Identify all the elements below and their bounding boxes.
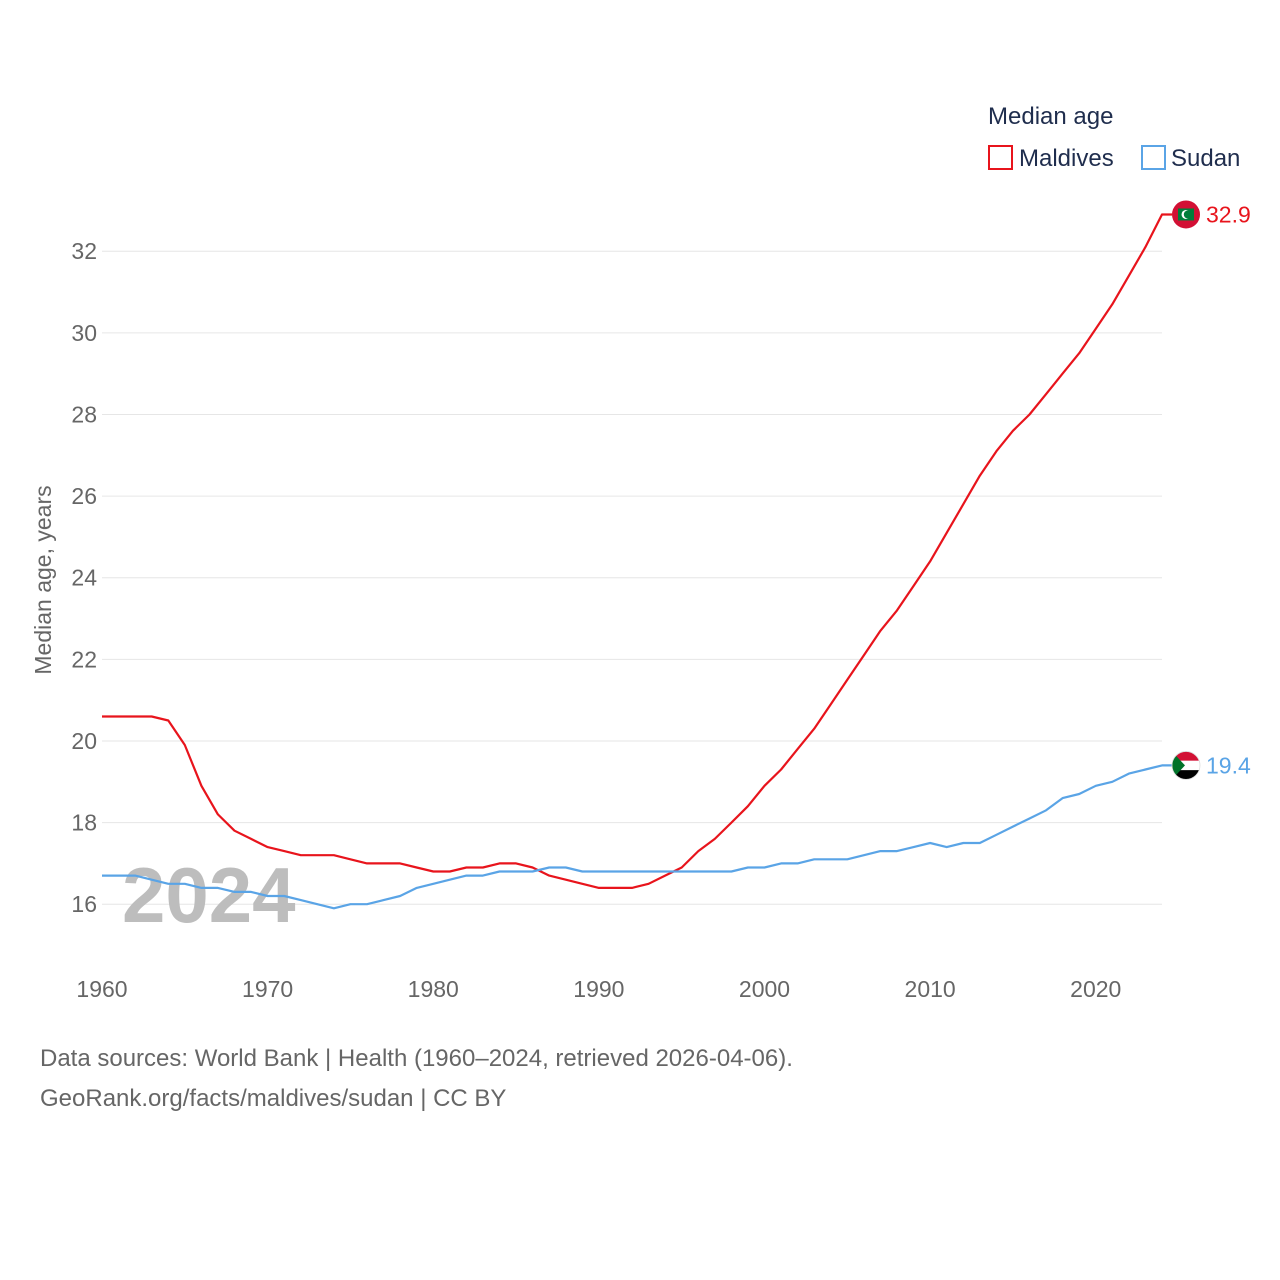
y-tick-label-28: 28 [71,401,97,427]
source-link[interactable]: GeoRank.org/facts/maldives/sudan | CC BY [40,1085,507,1112]
sudan-flag-body [1172,751,1200,780]
y-axis-ticks: 16 18 20 22 24 26 28 30 32 [71,238,97,917]
y-axis-title: Median age, years [30,485,56,674]
gridlines [102,250,1162,905]
y-tick-label-22: 22 [71,646,97,672]
sudan-flag-triangle [1172,751,1185,780]
x-tick-label-1960: 1960 [76,976,127,1002]
x-axis-ticks: 1960 1970 1980 1990 2000 2010 2020 [76,976,1121,1002]
data-source-note: Data sources: World Bank | Health (1960–… [40,1045,793,1072]
legend-label-maldives: Maldives [1019,145,1114,172]
legend-swatch-maldives [988,145,1013,170]
y-tick-label-24: 24 [71,565,97,591]
sudan-flag-outline [1171,751,1201,780]
y-tick-label-32: 32 [71,238,97,264]
x-tick-label-1980: 1980 [408,976,459,1002]
series-line-sudan [102,764,1172,910]
x-tick-label-2020: 2020 [1070,976,1121,1002]
series-line-maldives [102,213,1172,889]
sudan-flag-red [1172,751,1200,761]
legend-item-maldives[interactable]: Maldives [988,145,1114,172]
y-tick-label-20: 20 [71,728,97,754]
legend-label-sudan: Sudan [1171,145,1240,172]
y-tick-label-18: 18 [71,810,97,836]
x-tick-label-1990: 1990 [573,976,624,1002]
y-tick-label-26: 26 [71,483,97,509]
legend-title: Median age [988,103,1113,130]
line-chart: 16 18 20 22 24 26 28 30 32 1960 1970 1980 1990 2000 2… [30,103,1251,1002]
legend-swatch-sudan [1141,145,1166,170]
x-tick-label-2010: 2010 [905,976,956,1002]
x-tick-label-1970: 1970 [242,976,293,1002]
maldives-flag-crescent-cut [1183,210,1192,219]
y-tick-label-30: 30 [71,320,97,346]
legend: Median age Maldives Sudan [988,103,1240,172]
maldives-flag [1172,200,1200,229]
sudan-flag-black [1172,770,1200,780]
sudan-flag [1171,751,1201,780]
series-lines [102,213,1172,910]
legend-item-sudan[interactable]: Sudan [1141,145,1240,172]
x-tick-label-2000: 2000 [739,976,790,1002]
sudan-flag-white [1172,760,1200,771]
end-label-maldives: 32.9 [1206,201,1251,227]
series-endpoints: 32.9 19.4 [1171,200,1251,780]
y-tick-label-16: 16 [71,891,97,917]
end-label-sudan: 19.4 [1206,752,1251,778]
